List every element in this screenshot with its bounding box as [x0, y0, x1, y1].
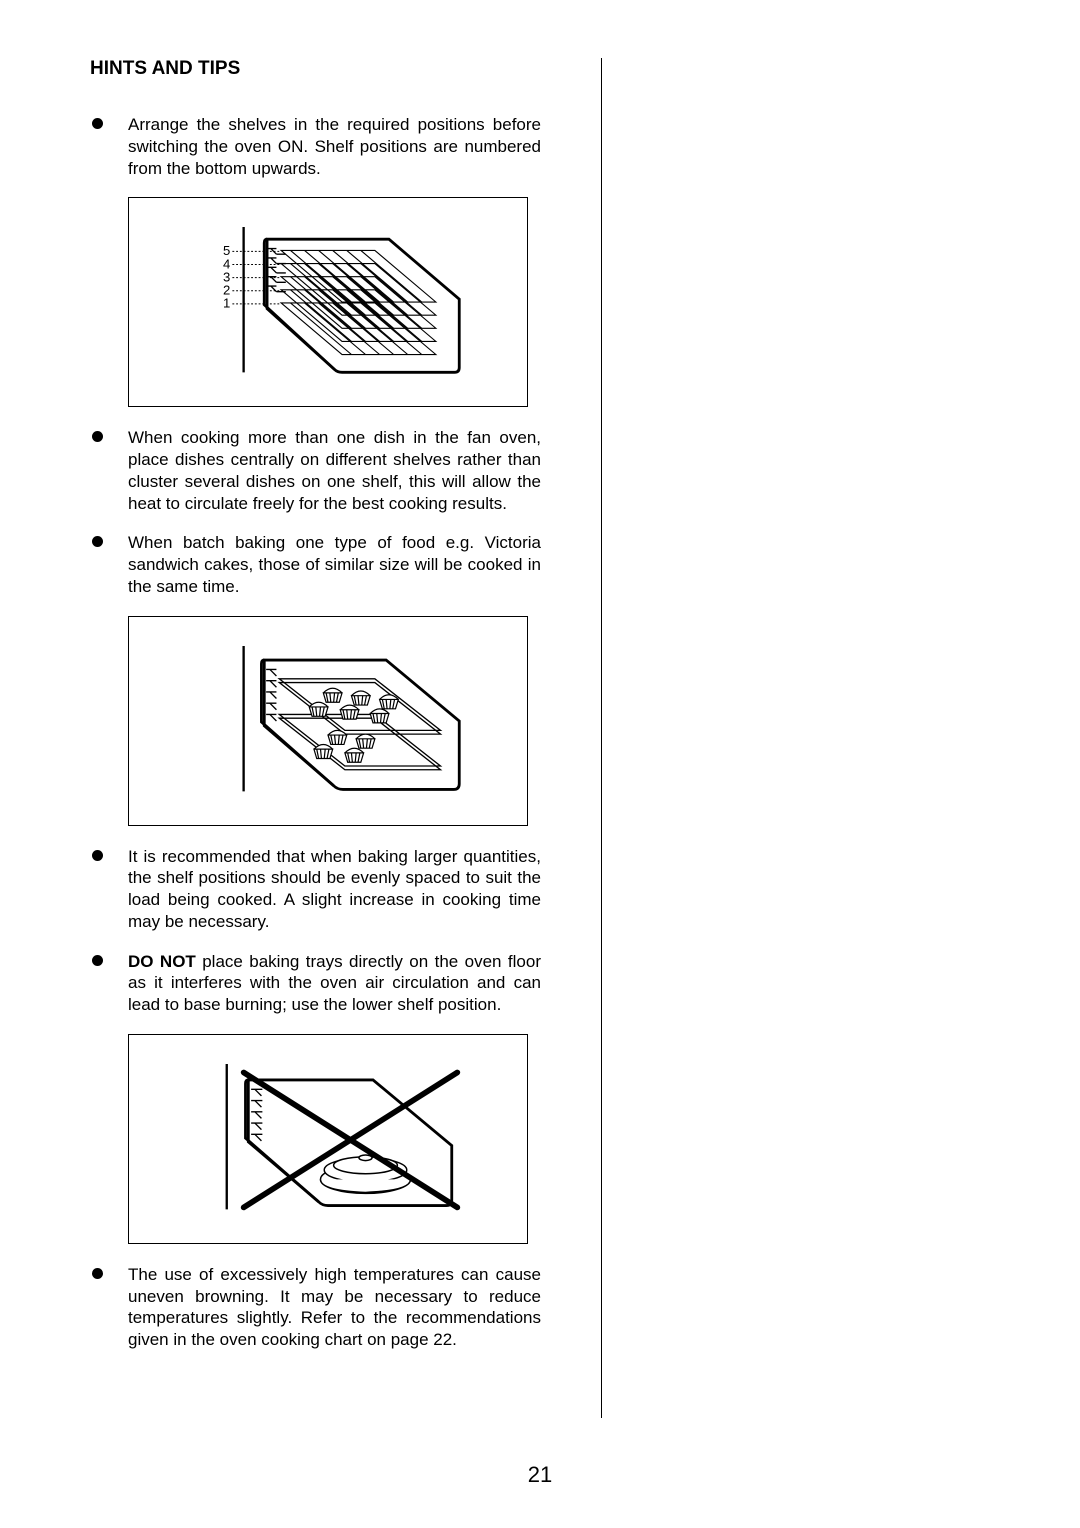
tips-list: The use of excessively high temperatures… — [90, 1264, 541, 1351]
tip-item: It is recommended that when baking large… — [90, 846, 541, 933]
oven-cupcakes-diagram — [178, 636, 478, 806]
figure-shelf-positions: 5 4 3 2 1 — [128, 197, 528, 407]
tip-item: Arrange the shelves in the required posi… — [90, 114, 541, 179]
content-column: HINTS AND TIPS Arrange the shelves in th… — [90, 58, 602, 1418]
oven-shelves-diagram: 5 4 3 2 1 — [178, 217, 478, 387]
page-number: 21 — [0, 1462, 1080, 1488]
tip-item: When cooking more than one dish in the f… — [90, 427, 541, 514]
tips-list: It is recommended that when baking large… — [90, 846, 541, 1016]
tip-item: DO NOT place baking trays directly on th… — [90, 951, 541, 1016]
figure-batch-baking — [128, 616, 528, 826]
figure-do-not-floor — [128, 1034, 528, 1244]
section-heading: HINTS AND TIPS — [90, 58, 541, 80]
emphasis: DO NOT — [128, 952, 196, 971]
tips-list: When cooking more than one dish in the f… — [90, 427, 541, 597]
tip-item: When batch baking one type of food e.g. … — [90, 532, 541, 597]
tips-list: Arrange the shelves in the required posi… — [90, 114, 541, 179]
svg-text:1: 1 — [223, 296, 230, 311]
tip-item: The use of excessively high temperatures… — [90, 1264, 541, 1351]
oven-donot-diagram — [178, 1054, 478, 1224]
